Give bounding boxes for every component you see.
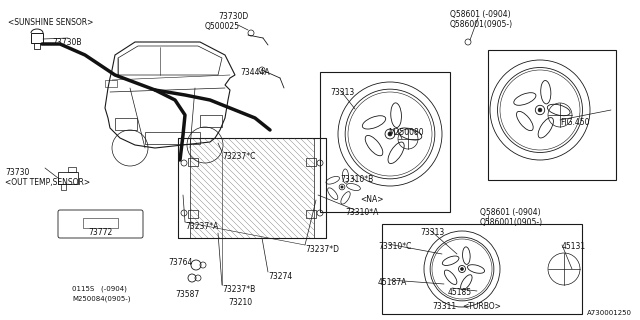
Text: <NA>: <NA>	[360, 195, 383, 204]
Bar	[200, 115, 222, 127]
Text: 73210: 73210	[228, 298, 252, 307]
Text: 73772: 73772	[88, 228, 112, 237]
Text: 73310*A: 73310*A	[345, 208, 378, 217]
Bar	[488, 50, 616, 180]
Text: 0115S   (-0904): 0115S (-0904)	[72, 285, 127, 292]
Text: 45187A: 45187A	[378, 278, 408, 287]
Text: 73730D: 73730D	[218, 12, 248, 21]
Text: <TURBO>: <TURBO>	[462, 302, 501, 311]
Bar	[145, 132, 200, 144]
Circle shape	[388, 132, 392, 136]
Text: A730001250: A730001250	[587, 310, 632, 316]
Text: 73311: 73311	[432, 302, 456, 311]
Bar	[61, 184, 66, 190]
Text: 73237*B: 73237*B	[222, 285, 255, 294]
Bar	[314, 138, 326, 238]
Text: 73730B: 73730B	[52, 38, 81, 47]
Text: Q58601 (-0904): Q58601 (-0904)	[450, 10, 511, 19]
Text: 73237*C: 73237*C	[222, 152, 255, 161]
Text: M250080: M250080	[388, 128, 424, 137]
Bar	[188, 158, 198, 166]
Bar	[105, 80, 117, 87]
Text: 73237*A: 73237*A	[185, 222, 218, 231]
Text: Q586001(0905-): Q586001(0905-)	[480, 218, 543, 227]
Bar	[178, 138, 326, 238]
Bar	[306, 210, 316, 218]
Bar	[188, 210, 198, 218]
Bar	[306, 158, 316, 166]
Bar	[58, 172, 78, 184]
Circle shape	[538, 108, 542, 112]
Bar	[83, 218, 118, 228]
Text: Q500025: Q500025	[205, 22, 240, 31]
Text: 45185: 45185	[448, 288, 472, 297]
Text: 73444A: 73444A	[240, 68, 269, 77]
Text: M250084(0905-): M250084(0905-)	[72, 295, 131, 301]
Circle shape	[461, 268, 463, 270]
Text: 73274: 73274	[268, 272, 292, 281]
Text: 73764: 73764	[168, 258, 193, 267]
Text: <SUNSHINE SENSOR>: <SUNSHINE SENSOR>	[8, 18, 93, 27]
Text: 73310*C: 73310*C	[378, 242, 412, 251]
Bar	[34, 43, 40, 49]
Bar	[68, 167, 76, 172]
Text: 73313: 73313	[330, 88, 355, 97]
Text: Q586001(0905-): Q586001(0905-)	[450, 20, 513, 29]
Text: 73310*B: 73310*B	[340, 175, 373, 184]
Bar	[382, 224, 582, 314]
Text: 73313: 73313	[420, 228, 444, 237]
Bar	[320, 72, 450, 212]
Bar	[178, 138, 190, 238]
Text: <OUT TEMP,SENSOR>: <OUT TEMP,SENSOR>	[5, 178, 90, 187]
Text: Q58601 (-0904): Q58601 (-0904)	[480, 208, 541, 217]
Text: 45131: 45131	[562, 242, 586, 251]
Text: 73237*D: 73237*D	[305, 245, 339, 254]
Bar	[115, 118, 137, 130]
Circle shape	[341, 186, 343, 188]
Text: 73730: 73730	[5, 168, 29, 177]
Bar	[31, 33, 43, 43]
Text: FIG.450: FIG.450	[560, 118, 589, 127]
Text: 73587: 73587	[175, 290, 199, 299]
